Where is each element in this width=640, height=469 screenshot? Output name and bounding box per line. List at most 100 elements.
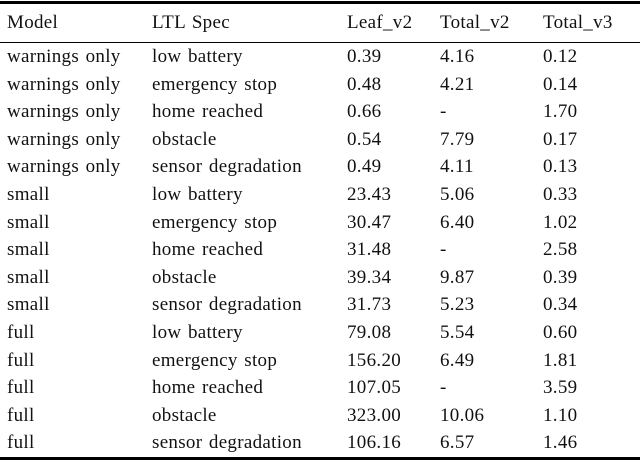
- cell-leaf-v2: 39.34: [347, 266, 392, 288]
- table-row: small obstacle 39.34 9.87 0.39: [0, 264, 640, 292]
- cell-ltl-spec: emergency stop: [152, 73, 278, 95]
- cell-total-v3: 0.17: [543, 128, 578, 150]
- cell-model: small: [7, 183, 50, 205]
- cell-ltl-spec: low battery: [152, 46, 243, 67]
- table-row: full emergency stop 156.20 6.49 1.81: [0, 347, 640, 375]
- cell-ltl-spec: home reached: [152, 239, 264, 261]
- cell-model: full: [7, 377, 35, 399]
- cell-leaf-v2: 0.49: [347, 156, 382, 178]
- cell-total-v2: -: [440, 377, 447, 399]
- results-table: Model LTL Spec Leaf_v2 Total_v2 Total_v3…: [0, 1, 640, 460]
- cell-total-v3: 0.60: [543, 321, 578, 343]
- cell-total-v3: 1.70: [543, 101, 578, 123]
- column-header-leaf-v2: Leaf_v2: [340, 2, 433, 43]
- table-row: small emergency stop 30.47 6.40 1.02: [0, 209, 640, 237]
- cell-leaf-v2: 31.73: [347, 294, 392, 316]
- cell-total-v2: 4.21: [440, 73, 475, 95]
- cell-model: warnings only: [7, 128, 121, 150]
- cell-total-v2: 10.06: [440, 404, 485, 426]
- cell-ltl-spec: sensor degradation: [152, 432, 302, 454]
- cell-total-v3: 3.59: [543, 377, 578, 399]
- cell-ltl-spec: emergency stop: [152, 349, 278, 371]
- cell-leaf-v2: 31.48: [347, 239, 392, 261]
- cell-model: small: [7, 211, 50, 233]
- cell-model: warnings only: [7, 46, 121, 67]
- cell-leaf-v2: 30.47: [347, 211, 392, 233]
- cell-leaf-v2: 23.43: [347, 183, 392, 205]
- cell-total-v2: -: [440, 239, 447, 261]
- cell-model: full: [7, 432, 35, 454]
- table-header: Model LTL Spec Leaf_v2 Total_v2 Total_v3: [0, 2, 640, 43]
- cell-ltl-spec: sensor degradation: [152, 294, 302, 316]
- table-body: warnings only low battery 0.39 4.16 0.12…: [0, 43, 640, 459]
- header-row: Model LTL Spec Leaf_v2 Total_v2 Total_v3: [0, 2, 640, 43]
- table-row: warnings only home reached 0.66 - 1.70: [0, 98, 640, 126]
- table-row: small low battery 23.43 5.06 0.33: [0, 181, 640, 209]
- cell-model: full: [7, 349, 35, 371]
- cell-total-v2: 9.87: [440, 266, 475, 288]
- cell-total-v3: 1.10: [543, 404, 578, 426]
- cell-total-v2: 4.16: [440, 46, 475, 67]
- cell-leaf-v2: 79.08: [347, 321, 392, 343]
- cell-leaf-v2: 0.54: [347, 128, 382, 150]
- cell-model: small: [7, 239, 50, 261]
- cell-ltl-spec: obstacle: [152, 404, 217, 426]
- cell-total-v2: 6.49: [440, 349, 475, 371]
- table-row: full sensor degradation 106.16 6.57 1.46: [0, 429, 640, 458]
- cell-total-v3: 0.13: [543, 156, 578, 178]
- table-row: warnings only low battery 0.39 4.16 0.12: [0, 43, 640, 71]
- cell-model: warnings only: [7, 73, 121, 95]
- cell-total-v2: 6.40: [440, 211, 475, 233]
- cell-total-v3: 0.39: [543, 266, 578, 288]
- table-row: full obstacle 323.00 10.06 1.10: [0, 402, 640, 430]
- cell-leaf-v2: 106.16: [347, 432, 402, 454]
- cell-total-v2: 5.54: [440, 321, 475, 343]
- cell-ltl-spec: sensor degradation: [152, 156, 302, 178]
- column-header-ltl-spec: LTL Spec: [145, 2, 340, 43]
- cell-ltl-spec: obstacle: [152, 128, 217, 150]
- cell-model: full: [7, 404, 35, 426]
- cell-total-v2: 4.11: [440, 156, 474, 178]
- cell-total-v3: 2.58: [543, 239, 578, 261]
- cell-total-v3: 0.12: [543, 46, 578, 67]
- cell-total-v3: 0.33: [543, 183, 578, 205]
- column-header-model: Model: [0, 2, 145, 43]
- cell-total-v2: 5.23: [440, 294, 475, 316]
- table-row: full home reached 107.05 - 3.59: [0, 374, 640, 402]
- column-header-total-v2: Total_v2: [433, 2, 536, 43]
- cell-total-v2: 5.06: [440, 183, 475, 205]
- cell-ltl-spec: low battery: [152, 183, 243, 205]
- table-row: warnings only sensor degradation 0.49 4.…: [0, 153, 640, 181]
- cell-ltl-spec: emergency stop: [152, 211, 278, 233]
- cell-model: warnings only: [7, 156, 121, 178]
- cell-leaf-v2: 156.20: [347, 349, 402, 371]
- cell-model: small: [7, 266, 50, 288]
- cell-leaf-v2: 0.66: [347, 101, 382, 123]
- cell-total-v3: 1.02: [543, 211, 578, 233]
- cell-total-v2: -: [440, 101, 447, 123]
- cell-ltl-spec: home reached: [152, 377, 264, 399]
- cell-total-v2: 7.79: [440, 128, 475, 150]
- table-row: warnings only obstacle 0.54 7.79 0.17: [0, 126, 640, 154]
- cell-total-v3: 0.34: [543, 294, 578, 316]
- column-header-total-v3: Total_v3: [536, 2, 640, 43]
- table-row: full low battery 79.08 5.54 0.60: [0, 319, 640, 347]
- cell-ltl-spec: home reached: [152, 101, 264, 123]
- cell-total-v3: 0.14: [543, 73, 578, 95]
- cell-leaf-v2: 323.00: [347, 404, 402, 426]
- table-row: warnings only emergency stop 0.48 4.21 0…: [0, 71, 640, 99]
- cell-model: full: [7, 321, 35, 343]
- cell-ltl-spec: low battery: [152, 321, 243, 343]
- cell-ltl-spec: obstacle: [152, 266, 217, 288]
- table-row: small home reached 31.48 - 2.58: [0, 236, 640, 264]
- cell-model: small: [7, 294, 50, 316]
- cell-total-v2: 6.57: [440, 432, 475, 454]
- cell-total-v3: 1.46: [543, 432, 578, 454]
- cell-leaf-v2: 0.39: [347, 46, 382, 67]
- cell-total-v3: 1.81: [543, 349, 578, 371]
- cell-leaf-v2: 0.48: [347, 73, 382, 95]
- cell-leaf-v2: 107.05: [347, 377, 402, 399]
- table-row: small sensor degradation 31.73 5.23 0.34: [0, 291, 640, 319]
- cell-model: warnings only: [7, 101, 121, 123]
